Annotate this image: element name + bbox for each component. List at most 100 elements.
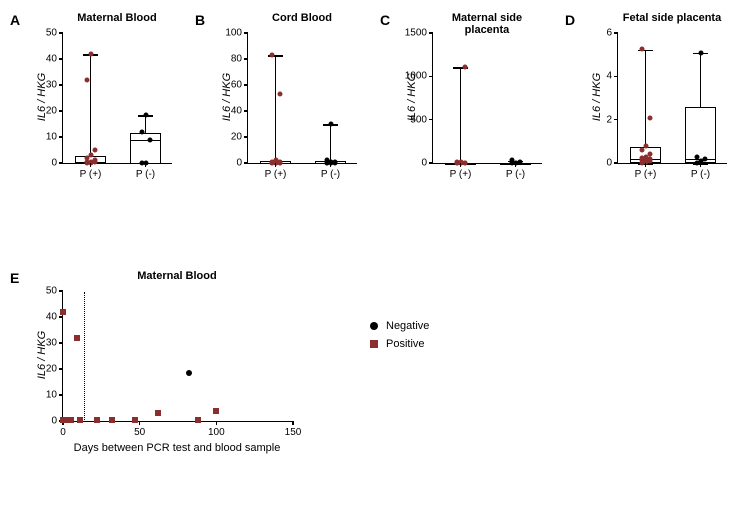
ytick: 40 [231,106,248,117]
data-point-positive [60,309,66,315]
data-point-positive [155,410,161,416]
xtick: 150 [285,421,302,438]
chart-title: Maternal Blood [62,270,292,282]
y-axis-label: IL6 / HKG [36,331,48,379]
chart-title: Maternal Blood [62,12,172,24]
data-point [639,148,644,153]
data-point-positive [74,335,80,341]
box [685,107,715,163]
ytick: 4 [606,71,618,82]
data-point-positive [213,408,219,414]
xtick: P (-) [321,163,340,180]
legend-marker-negative [370,322,378,330]
panel-E: E Maternal Blood 01020304050050100150 IL6 /… [10,270,302,480]
plot-area: 01020304050050100150 [62,292,292,422]
ytick: 50 [46,28,63,39]
data-point [92,148,97,153]
ytick: 50 [46,286,63,297]
data-point [143,112,148,117]
data-point-positive [94,417,100,423]
box [130,133,160,164]
xtick: 0 [60,421,66,438]
ytick: 0 [51,158,63,169]
ytick: 20 [46,364,63,375]
panel-label: A [10,12,20,28]
xtick: P (-) [691,163,710,180]
y-axis-label: IL6 / HKG [36,73,48,121]
data-point-positive [109,417,115,423]
data-point [328,122,333,127]
ytick: 1500 [405,28,433,39]
ytick: 30 [46,338,63,349]
median-line [130,140,160,142]
ytick: 0 [236,158,248,169]
reference-line [84,292,85,422]
ytick: 30 [46,80,63,91]
ytick: 100 [225,28,248,39]
plot-area: 020406080100P (+)P (-) [247,34,357,164]
ytick: 2 [606,114,618,125]
data-point [643,143,648,148]
legend-label: Negative [386,320,429,332]
data-point [647,115,652,120]
plot-area: 050010001500P (+)P (-) [432,34,542,164]
data-point-positive [195,417,201,423]
legend-item: Negative [370,320,429,332]
ytick: 10 [46,132,63,143]
y-axis-label: IL6 / HKG [591,73,603,121]
xtick: P (+) [635,163,657,180]
data-point [88,51,93,56]
ytick: 10 [46,390,63,401]
ytick: 60 [231,80,248,91]
data-point [139,129,144,134]
xtick: P (-) [136,163,155,180]
ytick: 80 [231,54,248,65]
ytick: 6 [606,28,618,39]
xtick: P (+) [80,163,102,180]
data-point [147,137,152,142]
data-point-positive [132,417,138,423]
ytick: 20 [231,132,248,143]
data-point [277,92,282,97]
xtick: 100 [208,421,225,438]
chart-title: Fetal side placenta [617,12,727,24]
x-axis-label: Days between PCR test and blood sample [62,442,292,454]
chart-title: Maternal side placenta [432,12,542,36]
ytick: 0 [606,158,618,169]
data-point [269,53,274,58]
panel-label: B [195,12,205,28]
panel-D: DFetal side placenta0246P (+)P (-)IL6 / … [565,12,737,202]
data-point [639,47,644,52]
data-point-positive [77,417,83,423]
xtick: P (+) [450,163,472,180]
legend-label: Positive [386,338,425,350]
ytick: 0 [421,158,433,169]
legend-item: Positive [370,338,429,350]
y-axis-label: IL6 / HKG [221,73,233,121]
data-point [88,153,93,158]
data-point [694,154,699,159]
ytick: 40 [46,54,63,65]
data-point [462,64,467,69]
panel-C: C Maternal side placenta050010001500P (+)… [380,12,552,202]
panel-label: D [565,12,575,28]
legend: Negative Positive [370,320,429,356]
plot-area: 0246P (+)P (-) [617,34,727,164]
data-point [84,77,89,82]
chart-title: Cord Blood [247,12,357,24]
data-point [698,50,703,55]
panel-B: BCord Blood020406080100P (+)P (-)IL6 / H… [195,12,367,202]
y-axis-label: IL6 / HKG [406,73,418,121]
legend-marker-positive [370,340,378,348]
panel-label: C [380,12,390,28]
xtick: P (+) [265,163,287,180]
plot-area: 01020304050P (+)P (-) [62,34,172,164]
panel-label: E [10,270,19,286]
data-point-positive [68,417,74,423]
data-point [647,152,652,157]
xtick: P (-) [506,163,525,180]
ytick: 20 [46,106,63,117]
xtick: 50 [134,421,145,438]
data-point [702,156,707,161]
panel-A: AMaternal Blood01020304050P (+)P (-)IL6 … [10,12,182,202]
